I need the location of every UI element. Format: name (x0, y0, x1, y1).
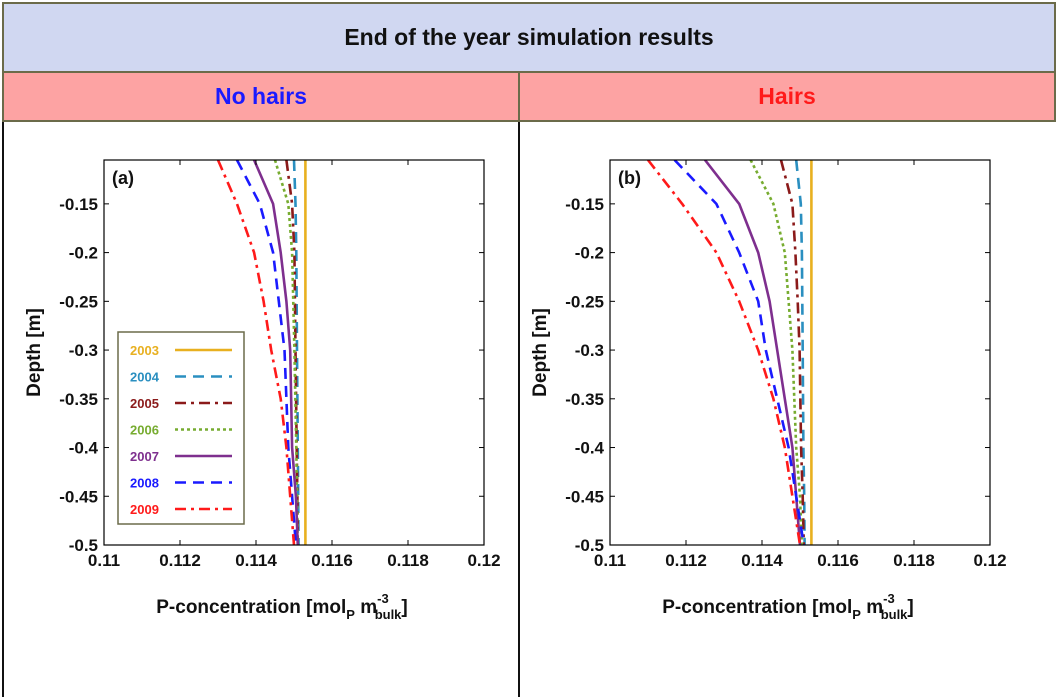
x-tick-label-a: 0.118 (387, 551, 429, 570)
y-tick-label-a: -0.5 (69, 536, 98, 555)
plot-frame-b (609, 159, 991, 546)
series-line-2008-a (235, 160, 298, 545)
y-tick-label-b: -0.45 (565, 487, 604, 506)
y-tick-label-b: -0.15 (565, 195, 604, 214)
panel-label-a: (a) (112, 168, 134, 188)
series-line-2009-b (646, 160, 802, 545)
legend-box (117, 331, 245, 525)
x-tick-label-b: 0.118 (893, 551, 935, 570)
series-line-2009-a (216, 160, 296, 545)
x-tick-label-a: 0.114 (235, 551, 277, 570)
series-line-2004-a (292, 160, 300, 545)
series-line-2007-b (703, 160, 802, 545)
center-divider (518, 122, 520, 697)
y-tick-label-a: -0.45 (59, 487, 98, 506)
y-axis-label-a: Depth [m] (24, 308, 45, 397)
panel-a: 0.11 0.112 0.114 0.116 0.118 0.12 -0.15 -0.2 -0.… (24, 159, 501, 622)
y-tick-label-a: -0.15 (59, 195, 98, 214)
left-border (2, 122, 4, 697)
legend-label-2003: 2003 (130, 343, 159, 358)
y-tick-label-b: -0.2 (575, 244, 604, 263)
results-banner: End of the year simulation results (2, 2, 1056, 73)
y-tick-label-b: -0.25 (565, 292, 604, 311)
plot-frame-a (103, 159, 485, 546)
legend-label-2007: 2007 (130, 449, 159, 464)
legend: 2003 2004 2005 2006 2007 2008 2009 (117, 331, 245, 525)
series-group-b (646, 160, 813, 545)
header-hairs-label: Hairs (758, 83, 816, 109)
header-hairs: Hairs (518, 73, 1056, 122)
y-tick-label-a: -0.35 (59, 390, 98, 409)
y-tick-label-b: -0.3 (575, 341, 604, 360)
series-group-a (216, 160, 307, 545)
y-tick-label-b: -0.5 (575, 536, 604, 555)
y-tick-label-a: -0.2 (69, 244, 98, 263)
x-tick-label-a: 0.12 (467, 551, 500, 570)
x-axis-label-b: P-concentration [molP m-3 bulk] (662, 591, 914, 622)
legend-label-2009: 2009 (130, 502, 159, 517)
panel-label-b: (b) (618, 168, 641, 188)
x-tick-label-a: 0.112 (159, 551, 201, 570)
x-tick-label-a: 0.116 (311, 551, 353, 570)
header-no-hairs-label: No hairs (214, 83, 308, 109)
series-line-2005-b (779, 160, 806, 545)
y-axis-label-b: Depth [m] (530, 308, 551, 397)
x-tick-label-a: 0.11 (88, 551, 120, 570)
y-tick-label-b: -0.35 (565, 390, 604, 409)
legend-label-2006: 2006 (130, 423, 159, 438)
panel-b: 0.11 0.112 0.114 0.116 0.118 0.12 -0.15 -0.2 -0.… (530, 159, 1007, 622)
y-tick-label-a: -0.4 (69, 439, 99, 458)
y-tick-label-a: -0.3 (69, 341, 98, 360)
y-tick-label-b: -0.4 (575, 439, 605, 458)
series-line-2004-b (794, 160, 806, 545)
x-tick-label-b: 0.12 (973, 551, 1006, 570)
legend-label-2004: 2004 (130, 370, 160, 385)
x-tick-label-b: 0.112 (665, 551, 707, 570)
legend-label-2008: 2008 (130, 476, 159, 491)
series-line-2008-b (673, 160, 806, 545)
legend-label-2005: 2005 (130, 396, 159, 411)
x-tick-label-b: 0.11 (594, 551, 626, 570)
x-axis-label-a: P-concentration [molP m-3 bulk] (156, 591, 408, 622)
y-tick-label-a: -0.25 (59, 292, 98, 311)
header-no-hairs: No hairs (2, 73, 520, 122)
series-line-2007-a (252, 160, 300, 545)
x-tick-label-b: 0.114 (741, 551, 783, 570)
x-tick-label-b: 0.116 (817, 551, 859, 570)
banner-title: End of the year simulation results (344, 24, 714, 50)
